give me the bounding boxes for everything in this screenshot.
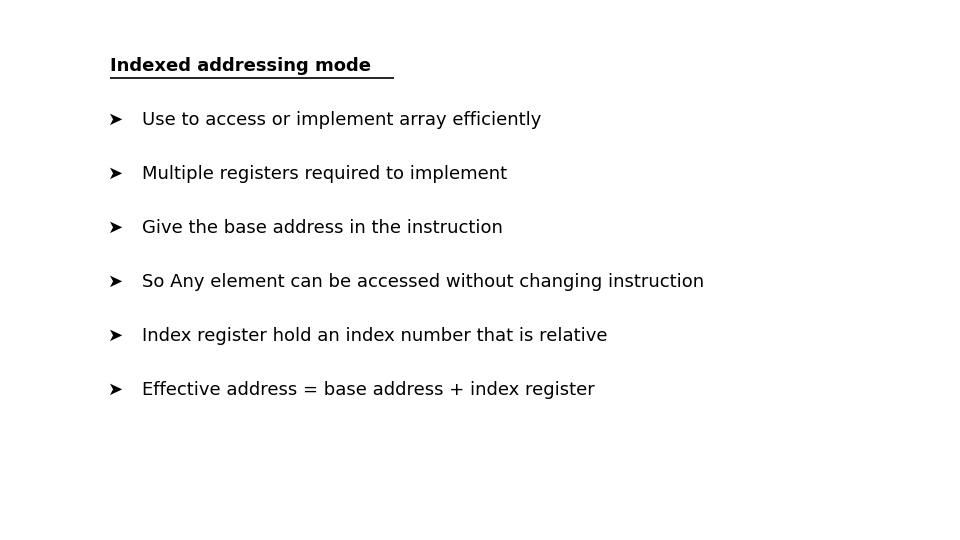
Text: Index register hold an index number that is relative: Index register hold an index number that… bbox=[142, 327, 608, 345]
Text: ➤: ➤ bbox=[108, 111, 124, 129]
Text: Multiple registers required to implement: Multiple registers required to implement bbox=[142, 165, 507, 183]
Text: So Any element can be accessed without changing instruction: So Any element can be accessed without c… bbox=[142, 273, 705, 291]
Text: ➤: ➤ bbox=[108, 381, 124, 399]
Text: ➤: ➤ bbox=[108, 273, 124, 291]
Text: ➤: ➤ bbox=[108, 219, 124, 237]
Text: Use to access or implement array efficiently: Use to access or implement array efficie… bbox=[142, 111, 541, 129]
Text: ➤: ➤ bbox=[108, 327, 124, 345]
Text: Indexed addressing mode: Indexed addressing mode bbox=[110, 57, 372, 75]
Text: Give the base address in the instruction: Give the base address in the instruction bbox=[142, 219, 503, 237]
Text: ➤: ➤ bbox=[108, 165, 124, 183]
Text: Effective address = base address + index register: Effective address = base address + index… bbox=[142, 381, 595, 399]
